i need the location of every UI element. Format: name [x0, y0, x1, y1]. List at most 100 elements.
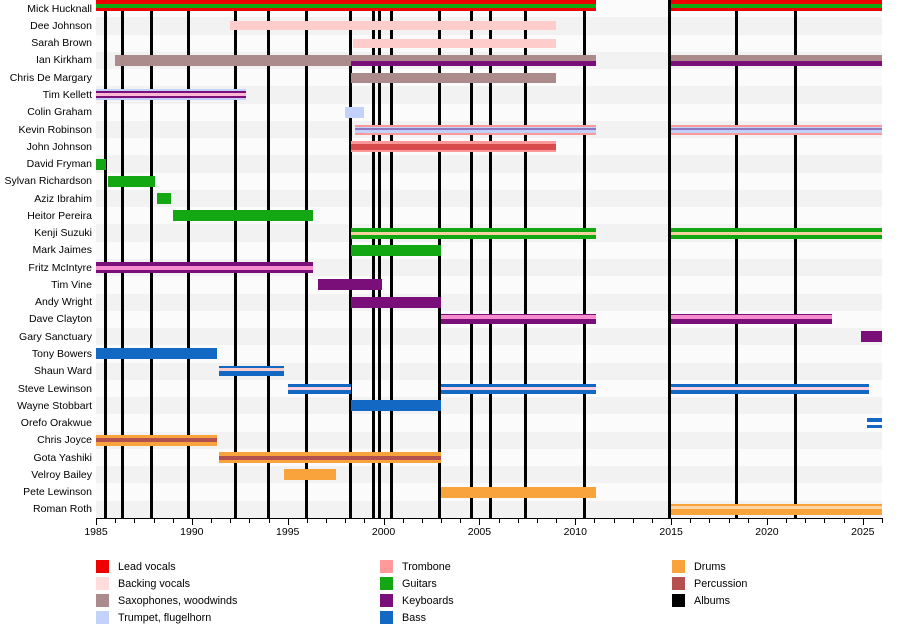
album-marker-line [267, 0, 271, 518]
axis-major-tick [766, 518, 768, 525]
row-band [96, 155, 882, 173]
timeline-bar-keyboards [441, 314, 597, 325]
axis-minor-tick [632, 518, 634, 523]
legend-swatch-icon [380, 611, 393, 624]
legend-item[interactable]: Keyboards [380, 592, 454, 609]
member-label: Sylvan Richardson [4, 175, 92, 188]
axis-minor-tick [556, 518, 558, 523]
member-label: Tony Bowers [31, 347, 92, 360]
member-label: Heitor Pereira [27, 209, 92, 222]
album-marker-line [104, 0, 108, 518]
timeline-bar-backing-vocals [671, 127, 882, 130]
axis-minor-tick [709, 518, 711, 523]
member-label: Mick Hucknall [27, 2, 92, 15]
timeline-bar-saxophones-woodwinds [671, 54, 882, 66]
timeline-bar-keyboards [671, 314, 833, 325]
timeline-bar-bass [96, 348, 217, 360]
legend-label: Drums [694, 560, 726, 573]
album-marker-line [372, 0, 376, 518]
legend-column: Lead vocals Backing vocals Saxophones, woo… [96, 558, 237, 626]
row-band [96, 189, 882, 208]
member-name-axis: Mick Hucknall Dee Johnson Sarah Brown Ian K… [0, 0, 92, 518]
member-label: Tim Vine [51, 278, 92, 291]
member-label: Dave Clayton [28, 313, 92, 326]
timeline-bar-trumpet-flugelhorn [345, 106, 365, 118]
row-band [96, 293, 882, 311]
row-band [96, 86, 882, 104]
album-marker-line [186, 0, 190, 518]
member-label: Roman Roth [33, 503, 92, 516]
legend-item[interactable]: Backing vocals [96, 575, 237, 592]
timeline-bar-saxophones-woodwinds [350, 72, 557, 83]
legend-item[interactable]: Lead vocals [96, 558, 237, 575]
album-marker-line [489, 0, 493, 518]
axis-minor-tick [268, 518, 270, 523]
timeline-bar-bass [350, 400, 442, 412]
legend-column: Drums Percussion Albums [672, 558, 747, 609]
axis-minor-tick [786, 518, 788, 523]
member-label: Orefo Orakwue [20, 417, 92, 430]
row-band [96, 397, 882, 415]
row-band [96, 276, 882, 294]
legend-swatch-icon [672, 577, 685, 590]
timeline-bar-backing-vocals [230, 21, 557, 31]
timeline-bar-drums [441, 486, 597, 498]
timeline-bar-backing-vocals [441, 387, 597, 390]
legend-label: Keyboards [402, 594, 454, 607]
album-marker-line [470, 0, 474, 518]
legend-item[interactable]: Trumpet, flugelhorn [96, 609, 237, 626]
legend-swatch-icon [380, 577, 393, 590]
album-marker-line [794, 0, 798, 518]
axis-major-tick [862, 518, 864, 525]
axis-minor-tick [402, 518, 404, 523]
axis-minor-tick [249, 518, 251, 523]
timeline-bar-saxophones-woodwinds [115, 54, 597, 66]
timeline-bar-drums [671, 503, 882, 515]
legend-item[interactable]: Percussion [672, 575, 747, 592]
timeline-bar-percussion [350, 143, 557, 150]
member-label: Ian Kirkham [35, 54, 92, 67]
axis-minor-tick [441, 518, 443, 523]
member-label: John Johnson [26, 140, 92, 153]
member-label: Dee Johnson [30, 19, 92, 32]
timeline-bar-backing-vocals [96, 93, 246, 97]
legend-label: Albums [694, 594, 731, 607]
axis-tick-label: 2025 [851, 526, 875, 538]
legend-item[interactable]: Drums [672, 558, 747, 575]
member-label: Gary Sanctuary [19, 330, 92, 343]
member-label: Gota Yashiki [33, 451, 92, 464]
legend-label: Trumpet, flugelhorn [118, 611, 212, 624]
timeline-bar-keyboards [350, 296, 442, 308]
axis-tick-label: 2015 [659, 526, 683, 538]
member-label: Steve Lewinson [17, 382, 92, 395]
axis-tick-label: 2005 [467, 526, 492, 538]
row-band [96, 172, 882, 190]
timeline-bar-guitars [350, 244, 442, 256]
row-band [96, 414, 882, 432]
axis-minor-tick [172, 518, 174, 523]
member-label: Pete Lewinson [23, 486, 92, 499]
axis-line [96, 518, 882, 519]
album-marker-line [305, 0, 309, 518]
legend-swatch-icon [380, 594, 393, 607]
timeline-bar-guitars [671, 3, 882, 8]
legend-item[interactable]: Trombone [380, 558, 454, 575]
axis-major-tick [671, 518, 673, 525]
member-label: David Fryman [26, 158, 92, 171]
timeline-bar-backing-vocals [671, 505, 882, 509]
legend-item[interactable]: Albums [672, 592, 747, 609]
legend-item[interactable]: Saxophones, woodwinds [96, 592, 237, 609]
axis-minor-tick [613, 518, 615, 523]
axis-tick-label: 1990 [180, 526, 204, 538]
axis-major-tick [287, 518, 289, 525]
row-band [96, 362, 882, 380]
legend-swatch-icon [672, 560, 685, 573]
axis-major-tick [479, 518, 481, 525]
album-marker-line [378, 0, 382, 518]
timeline-bar-guitars [96, 3, 597, 8]
legend-item[interactable]: Bass [380, 609, 454, 626]
timeline-bar-percussion [96, 438, 217, 443]
legend-item[interactable]: Guitars [380, 575, 454, 592]
legend-label: Percussion [694, 577, 748, 590]
